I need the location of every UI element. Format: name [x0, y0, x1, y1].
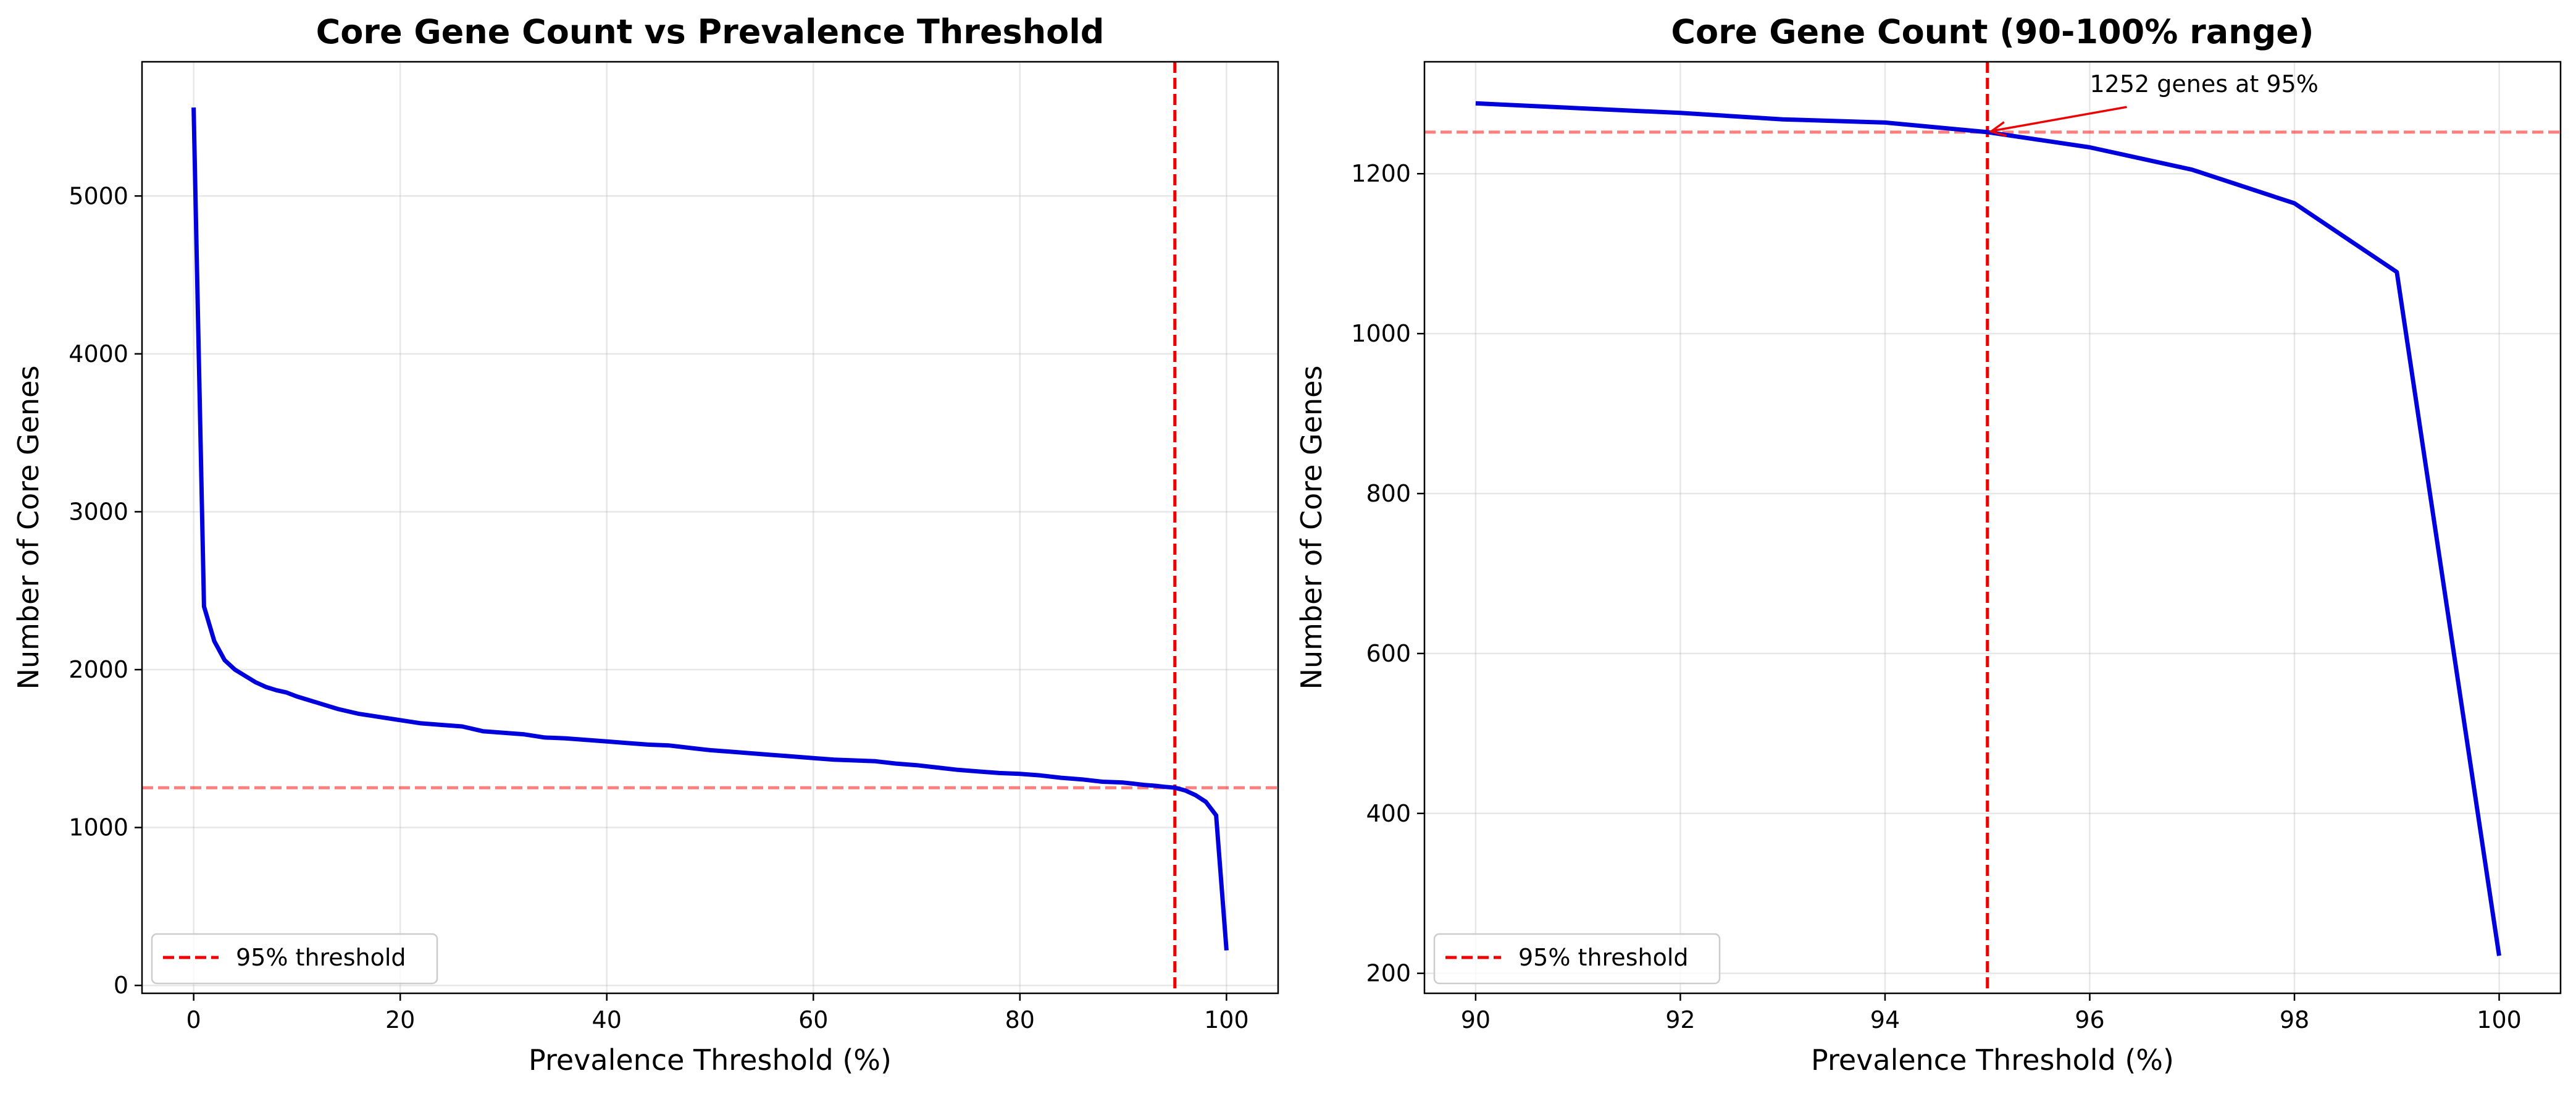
right-series-0-path	[1475, 101, 2501, 956]
left-y-tick-label: 3000	[69, 498, 128, 525]
right-x-tick-label: 90	[1461, 1006, 1491, 1033]
left-y-tick-label: 5000	[69, 182, 128, 209]
right-annotation-arrowhead	[1988, 121, 2007, 137]
left-gridlines	[142, 62, 1278, 993]
right-x-axis-label: Prevalence Threshold (%)	[1811, 1043, 2174, 1077]
right-y-tick-label: 600	[1366, 640, 1411, 667]
left-y-axis-label: Number of Core Genes	[12, 366, 45, 690]
left-x-tick-label: 0	[186, 1006, 201, 1033]
left-y-tick-label: 2000	[69, 656, 128, 683]
left-y-tick-label: 0	[114, 972, 128, 999]
left-x-tick-label: 80	[1005, 1006, 1035, 1033]
right-x-tick-label: 92	[1665, 1006, 1695, 1033]
right-x-tick-label: 98	[2280, 1006, 2309, 1033]
right-y-tick-label: 400	[1366, 800, 1411, 827]
left-chart: Core Gene Count vs Prevalence Threshold …	[12, 12, 1279, 1077]
left-x-tick-label: 60	[798, 1006, 828, 1033]
left-x-tick-label: 20	[385, 1006, 415, 1033]
left-y-tick-label: 1000	[69, 814, 128, 841]
right-legend-box	[1433, 933, 1721, 985]
right-x-tick-label: 94	[1870, 1006, 1900, 1033]
right-plot-frame	[1423, 61, 2562, 995]
right-x-tick-label: 96	[2075, 1006, 2104, 1033]
right-x-tick-label: 100	[2477, 1006, 2522, 1033]
right-y-tick-label: 200	[1366, 960, 1411, 987]
left-x-tick-label: 40	[592, 1006, 622, 1033]
left-chart-title: Core Gene Count vs Prevalence Threshold	[316, 12, 1105, 51]
left-y-ticks: 0 1000 2000 3000 4000 5000	[69, 182, 142, 999]
left-series-line	[191, 107, 1229, 951]
right-y-ticks: 200 400 600 800 1000 1200	[1351, 160, 1424, 987]
left-x-ticks: 0 20 40 60 80 100	[186, 993, 1249, 1033]
right-series-line	[1475, 101, 2501, 956]
right-x-ticks: 90 92 94 96 98 100	[1461, 993, 2522, 1033]
right-annotation: 1252 genes at 95%	[1988, 70, 2319, 137]
right-legend-label: 95% threshold	[1518, 944, 1689, 971]
right-gridlines	[1424, 62, 2561, 993]
right-legend: 95% threshold	[1433, 933, 1721, 985]
right-y-tick-label: 1200	[1351, 160, 1411, 187]
right-y-tick-label: 800	[1366, 480, 1411, 507]
left-legend: 95% threshold	[151, 933, 438, 985]
right-chart: Core Gene Count (90-100% range) 90 92 94 96…	[1295, 12, 2562, 1077]
left-y-tick-label: 4000	[69, 340, 128, 368]
right-y-axis-label: Number of Core Genes	[1295, 366, 1328, 690]
left-x-axis-label: Prevalence Threshold (%)	[529, 1043, 892, 1077]
right-chart-title: Core Gene Count (90-100% range)	[1671, 12, 2314, 51]
left-x-tick-label: 100	[1204, 1006, 1249, 1033]
left-series-0-path	[191, 107, 1229, 951]
left-legend-box	[151, 933, 438, 985]
right-annotation-text: 1252 genes at 95%	[2089, 70, 2318, 98]
right-annotation-arrow	[1992, 106, 2127, 132]
right-y-tick-label: 1000	[1351, 320, 1411, 347]
left-plot-frame	[141, 61, 1279, 995]
left-legend-label: 95% threshold	[236, 944, 406, 971]
